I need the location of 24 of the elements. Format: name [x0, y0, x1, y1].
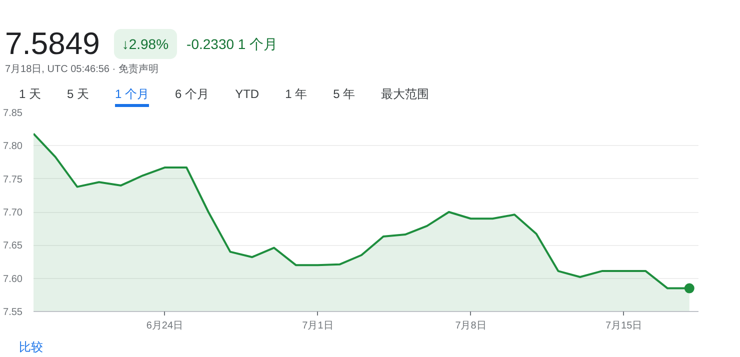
- text: -0.2330 1 个月: [186, 35, 278, 54]
- text: 1 天: [19, 87, 42, 102]
- x-tick-label: 7月15日: [605, 320, 642, 332]
- text: 1 年: [285, 87, 308, 102]
- text: 5 年: [333, 87, 356, 102]
- text: 5 天: [67, 87, 90, 102]
- text: YTD: [235, 87, 260, 102]
- text: 1 个月: [115, 87, 150, 108]
- text: 7月18日, UTC 05:46:56 · 免责声明: [5, 63, 160, 77]
- y-tick-label: 7.60: [3, 274, 23, 285]
- x-tick-label: 6月24日: [146, 320, 184, 332]
- y-tick-label: 7.65: [3, 240, 23, 252]
- text: ↓2.98%: [114, 29, 177, 59]
- y-tick-label: 7.55: [3, 307, 23, 318]
- text: 6 个月: [175, 87, 210, 102]
- x-tick-label: 7月1日: [302, 320, 334, 332]
- y-tick-label: 7.75: [3, 174, 23, 186]
- y-tick-label: 7.70: [3, 208, 23, 218]
- text: 最大范围: [381, 87, 430, 102]
- text: 比较: [19, 340, 43, 354]
- y-tick-label: 7.85: [3, 108, 23, 119]
- x-tick-label: 7月8日: [455, 320, 486, 332]
- chart-title: 7.5849: [5, 26, 100, 61]
- y-tick-label: 7.80: [3, 141, 23, 152]
